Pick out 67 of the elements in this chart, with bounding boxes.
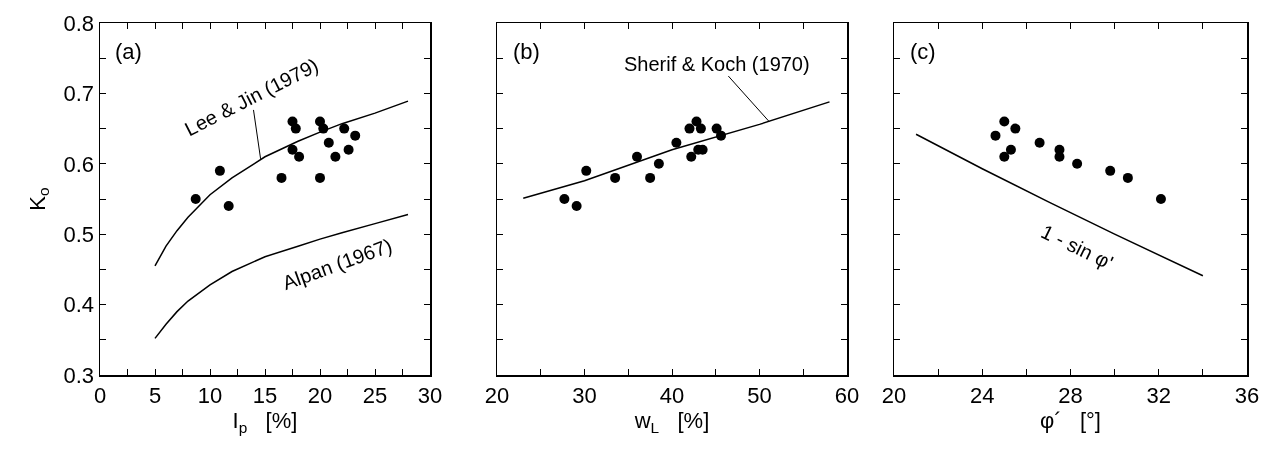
point <box>1105 165 1116 176</box>
annotation: (a) <box>115 39 142 64</box>
y-tick-label: 0.6 <box>63 151 95 177</box>
x-tick-label: 60 <box>834 382 860 408</box>
annotation: Alpan (1967) <box>279 234 395 295</box>
point <box>671 137 682 148</box>
point <box>1034 137 1045 148</box>
x-tick-label: 5 <box>148 382 162 408</box>
point <box>290 123 301 134</box>
point <box>339 123 350 134</box>
x-tick-label: 10 <box>197 382 223 408</box>
point <box>223 201 234 212</box>
point <box>581 165 592 176</box>
point <box>287 144 298 155</box>
point <box>653 158 664 169</box>
point <box>1072 158 1083 169</box>
point <box>999 151 1010 162</box>
x-tick-label: 20 <box>881 382 907 408</box>
x-tick-label: 20 <box>307 382 333 408</box>
point <box>695 123 706 134</box>
point <box>214 165 225 176</box>
point <box>294 151 305 162</box>
y-tick-label: 0.5 <box>63 221 95 247</box>
x-tick-label: 50 <box>747 382 772 408</box>
point <box>330 151 341 162</box>
point <box>645 172 656 183</box>
line-series <box>154 213 409 340</box>
x-tick-label: 32 <box>1146 382 1171 408</box>
point <box>686 151 697 162</box>
y-tick-label: 0.4 <box>63 292 95 318</box>
point <box>559 194 570 204</box>
point <box>350 130 361 141</box>
x-tick-label: 30 <box>417 382 443 408</box>
annotation: (b) <box>513 39 540 64</box>
point <box>632 151 642 162</box>
x-tick-label: 0 <box>93 382 107 408</box>
point <box>1122 172 1133 183</box>
x-tick-label: 20 <box>484 382 510 408</box>
y-tick-label: 0.7 <box>63 81 95 107</box>
point <box>1010 123 1021 134</box>
point <box>315 172 325 183</box>
x-tick-label: 15 <box>252 382 278 408</box>
y-tick-label: 0.8 <box>63 10 95 36</box>
point <box>323 137 334 148</box>
annotation: Sherif & Koch (1970) <box>624 53 810 75</box>
point <box>990 130 1001 141</box>
point <box>1005 144 1016 155</box>
x-tick-label: 24 <box>970 382 995 408</box>
point <box>684 123 695 134</box>
point <box>1155 194 1166 204</box>
x-axis-title: w$_{L}$ [%] <box>633 407 710 436</box>
x-tick-label: 40 <box>659 382 685 408</box>
x-tick-label: 28 <box>1058 382 1083 408</box>
x-tick-label: 36 <box>1234 382 1260 408</box>
point <box>343 144 354 155</box>
annotation: (c) <box>910 39 936 64</box>
point <box>571 201 582 212</box>
point <box>190 194 201 204</box>
y-tick-label: 0.3 <box>63 362 95 388</box>
x-tick-label: 25 <box>362 382 388 408</box>
x-axis-title: φ´ [°] <box>1040 407 1101 433</box>
x-tick-label: 30 <box>572 382 597 408</box>
point <box>999 116 1010 127</box>
annotation: 1 - sin φ' <box>1037 220 1117 274</box>
point <box>610 172 621 183</box>
x-axis-title: I$_{p}$ [%] <box>232 407 298 436</box>
point <box>276 172 287 183</box>
